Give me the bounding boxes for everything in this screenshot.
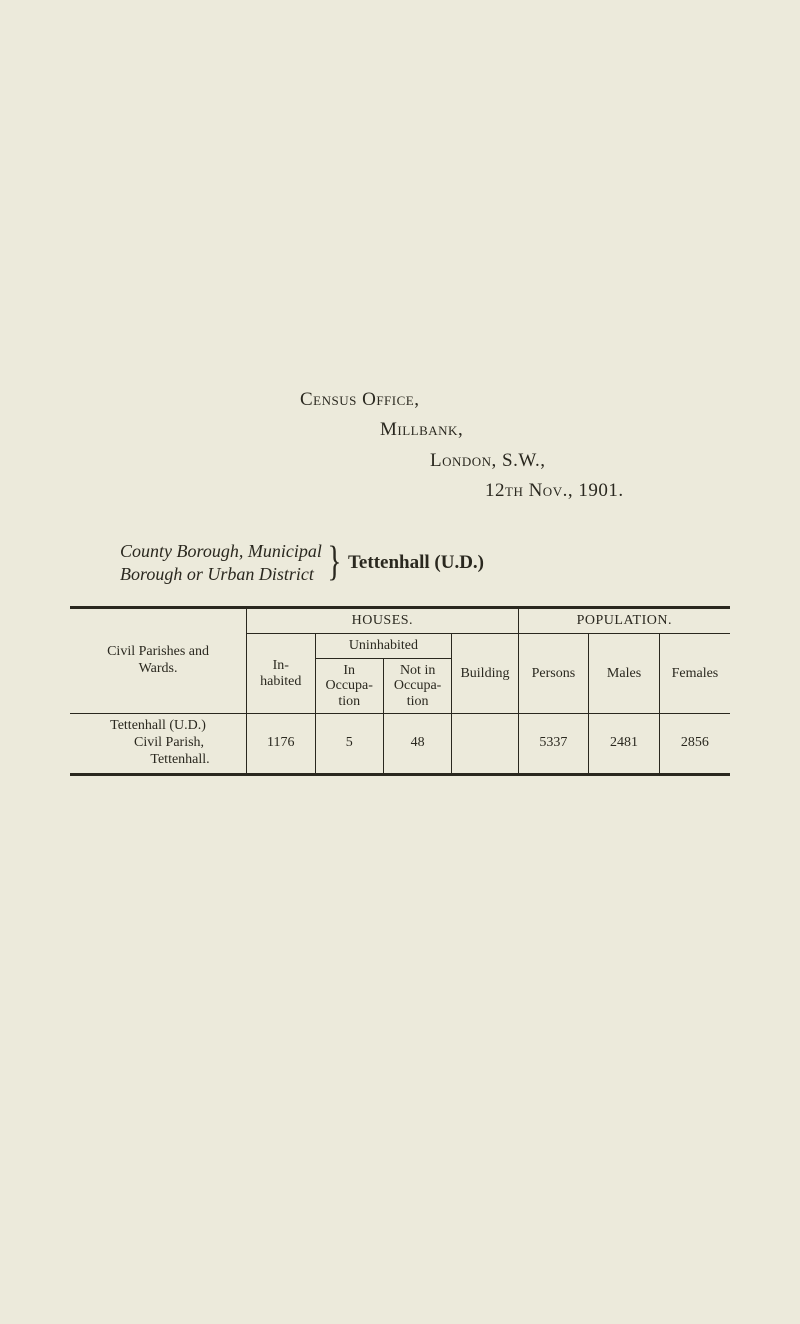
address-line-4: 12th Nov., 1901. <box>0 476 800 506</box>
col-group-population: POPULATION. <box>518 608 730 634</box>
row-label-line-1: Tettenhall (U.D.) <box>110 718 206 733</box>
col-males: Males <box>589 634 660 714</box>
cell-females: 2856 <box>659 714 730 774</box>
col-persons: Persons <box>518 634 589 714</box>
cell-in-occupation: 5 <box>315 714 383 774</box>
address-line-1: Census Office, <box>0 385 800 415</box>
col-females: Females <box>659 634 730 714</box>
cell-not-in-occupation: 48 <box>383 714 451 774</box>
table-row: Tettenhall (U.D.) Civil Parish, Tettenha… <box>70 714 730 774</box>
col-group-houses: HOUSES. <box>247 608 519 634</box>
census-table-wrap: Civil Parishes and Wards. HOUSES. POPULA… <box>70 606 730 776</box>
caption-right: Tettenhall (U.D.) <box>348 552 484 574</box>
cell-males: 2481 <box>589 714 660 774</box>
caption-left-line-1: County Borough, Municipal <box>120 541 322 561</box>
col-building: Building <box>452 634 518 714</box>
col-in-occupation: In Occupa- tion <box>315 659 383 714</box>
address-line-3: London, S.W., <box>0 446 800 476</box>
census-table: Civil Parishes and Wards. HOUSES. POPULA… <box>70 606 730 776</box>
row-label-line-2: Civil Parish, <box>72 735 244 752</box>
caption-bracket: } <box>326 546 344 580</box>
page: Census Office, Millbank, London, S.W., 1… <box>0 0 800 1324</box>
col-inhabited: In- habited <box>247 634 315 714</box>
cell-persons: 5337 <box>518 714 589 774</box>
letterhead-address: Census Office, Millbank, London, S.W., 1… <box>0 385 800 507</box>
caption-left-line-2: Borough or Urban District <box>120 564 314 584</box>
table-header-row-1: Civil Parishes and Wards. HOUSES. POPULA… <box>70 608 730 634</box>
cell-inhabited: 1176 <box>247 714 315 774</box>
caption-left: County Borough, Municipal Borough or Urb… <box>120 540 322 585</box>
col-group-uninhabited: Uninhabited <box>315 634 452 659</box>
row-label-line-3: Tettenhall. <box>72 752 244 769</box>
col-civil-parishes: Civil Parishes and Wards. <box>70 608 247 714</box>
table-caption: County Borough, Municipal Borough or Urb… <box>120 540 730 585</box>
address-line-2: Millbank, <box>0 415 800 445</box>
col-not-in-occupation: Not in Occupa- tion <box>383 659 451 714</box>
cell-building <box>452 714 518 774</box>
row-label-cell: Tettenhall (U.D.) Civil Parish, Tettenha… <box>70 714 247 774</box>
